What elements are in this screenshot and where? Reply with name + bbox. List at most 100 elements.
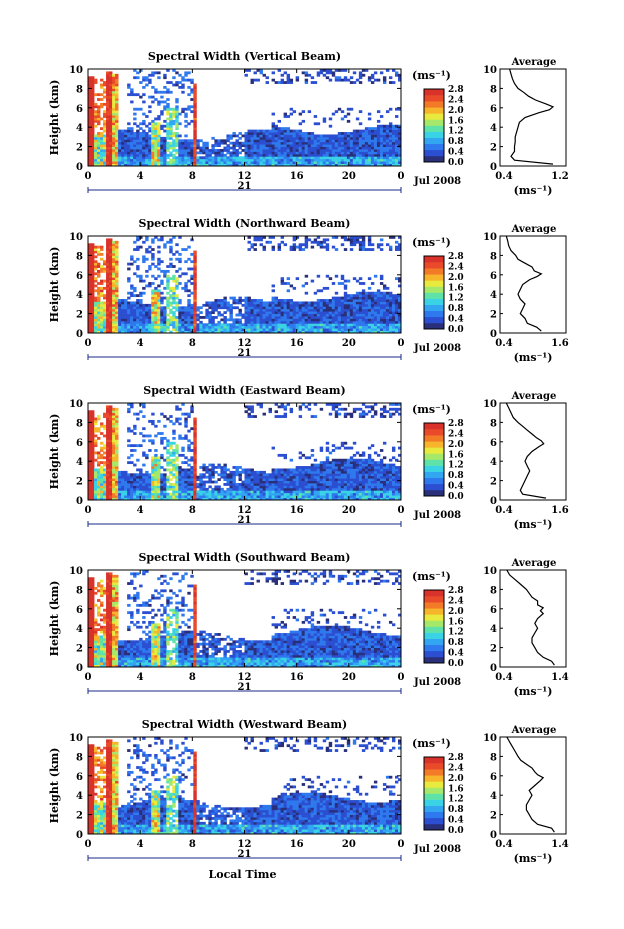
heatmap-cell xyxy=(175,419,179,423)
heatmap-cell xyxy=(331,316,336,319)
heatmap-cell xyxy=(139,277,143,281)
heatmap-cell xyxy=(313,163,318,167)
heatmap-cell xyxy=(109,487,113,491)
heatmap-cell xyxy=(88,456,92,460)
heatmap-cell xyxy=(97,328,101,331)
heatmap-cell xyxy=(175,294,179,298)
heatmap-cell xyxy=(193,289,197,293)
heatmap-cell xyxy=(172,146,176,150)
heatmap-cell xyxy=(385,323,390,327)
heatmap-cell xyxy=(163,480,167,484)
heatmap-cell xyxy=(94,279,98,283)
heatmap-cell xyxy=(286,308,291,312)
heatmap-cell xyxy=(94,320,98,324)
heatmap-cell xyxy=(100,269,104,273)
heatmap-cell xyxy=(199,325,203,329)
heatmap-cell xyxy=(361,134,366,138)
heatmap-cell xyxy=(283,127,288,131)
heatmap-cell xyxy=(379,127,384,131)
heatmap-cell xyxy=(331,308,336,312)
heatmap-cell xyxy=(328,320,333,324)
heatmap-cell xyxy=(103,473,107,477)
heatmap-cell xyxy=(235,149,239,152)
heatmap-cell xyxy=(157,163,161,167)
heatmap-cell xyxy=(211,158,215,162)
heatmap-cell xyxy=(382,296,387,300)
heatmap-cell xyxy=(109,95,113,99)
heatmap-cell xyxy=(370,81,375,84)
heatmap-cell xyxy=(295,132,300,135)
heatmap-cell xyxy=(289,248,294,251)
heatmap-cell xyxy=(139,81,143,84)
heatmap-cell xyxy=(139,320,143,324)
heatmap-cell xyxy=(124,487,128,491)
heatmap-cell xyxy=(142,330,146,334)
heatmap-cell xyxy=(334,134,339,138)
heatmap-cell xyxy=(238,318,242,322)
heatmap-cell xyxy=(193,134,197,138)
heatmap-cell xyxy=(382,330,387,334)
heatmap-cell xyxy=(124,161,128,164)
heatmap-cell xyxy=(319,318,324,322)
heatmap-cell xyxy=(214,303,218,307)
heatmap-cell xyxy=(88,274,92,278)
heatmap-cell xyxy=(109,473,113,477)
heatmap-cell xyxy=(103,461,107,465)
heatmap-cell xyxy=(295,306,300,310)
heatmap-cell xyxy=(271,139,275,143)
heatmap-cell xyxy=(109,306,113,310)
heatmap-cell xyxy=(382,76,387,80)
heatmap-cell xyxy=(247,303,251,307)
heatmap-cell xyxy=(331,71,336,75)
heatmap-cell xyxy=(274,328,279,331)
heatmap-cell xyxy=(193,95,197,99)
heatmap-cell xyxy=(94,492,98,496)
heatmap-cell xyxy=(91,415,95,418)
heatmap-cell xyxy=(115,93,119,97)
heatmap-cell xyxy=(187,470,191,474)
heatmap-cell xyxy=(127,495,131,498)
heatmap-cell xyxy=(142,308,146,312)
heatmap-cell xyxy=(121,158,125,162)
heatmap-cell xyxy=(361,163,366,167)
heatmap-cell xyxy=(322,146,327,150)
heatmap-cell xyxy=(388,132,393,135)
heatmap-cell xyxy=(223,311,227,314)
heatmap-cell xyxy=(115,328,119,331)
heatmap-cell xyxy=(109,497,113,501)
heatmap-cell xyxy=(289,313,294,317)
heatmap-cell xyxy=(376,308,381,312)
heatmap-cell xyxy=(139,468,143,472)
heatmap-cell xyxy=(325,313,330,317)
heatmap-cell xyxy=(172,461,176,465)
heatmap-cell xyxy=(136,132,140,135)
heatmap-cell xyxy=(367,296,372,300)
heatmap-cell xyxy=(109,260,113,264)
heatmap-cell xyxy=(322,141,327,145)
heatmap-cell xyxy=(97,306,101,310)
heatmap-cell xyxy=(184,436,188,440)
heatmap-cell xyxy=(142,156,146,160)
heatmap-cell xyxy=(115,415,119,418)
heatmap-cell xyxy=(118,318,122,322)
heatmap-cell xyxy=(373,158,378,162)
heatmap-cell xyxy=(187,487,191,491)
heatmap-cell xyxy=(136,303,140,307)
heatmap-cell xyxy=(361,73,366,77)
heatmap-cell xyxy=(223,163,227,167)
heatmap-cell xyxy=(379,313,384,317)
heatmap-cell xyxy=(124,483,128,486)
heatmap-cell xyxy=(91,456,95,460)
heatmap-cell xyxy=(157,294,161,298)
heatmap-cell xyxy=(151,328,155,331)
heatmap-cell xyxy=(166,81,170,84)
heatmap-cell xyxy=(385,69,390,72)
heatmap-cell xyxy=(124,149,128,152)
heatmap-cell xyxy=(145,318,149,322)
heatmap-cell xyxy=(160,453,164,457)
heatmap-cell xyxy=(289,311,294,314)
heatmap-cell xyxy=(376,291,381,295)
heatmap-cell xyxy=(283,330,288,334)
heatmap-cell xyxy=(145,153,149,157)
heatmap-cell xyxy=(166,127,170,131)
